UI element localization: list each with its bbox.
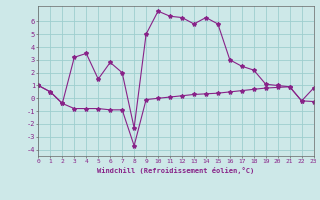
X-axis label: Windchill (Refroidissement éolien,°C): Windchill (Refroidissement éolien,°C) <box>97 167 255 174</box>
